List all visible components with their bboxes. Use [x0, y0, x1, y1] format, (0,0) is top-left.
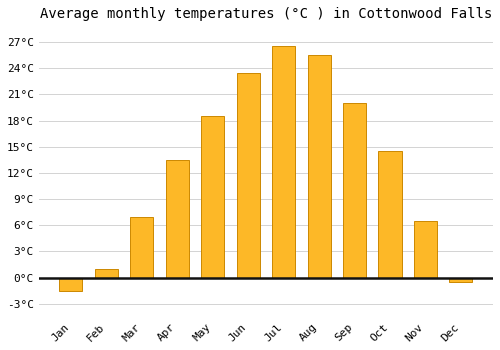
Bar [414, 221, 437, 278]
Bar [60, 278, 82, 290]
Bar [378, 151, 402, 278]
Bar [130, 217, 154, 278]
Bar [272, 47, 295, 278]
Bar [95, 269, 118, 278]
Bar [236, 73, 260, 278]
Bar [343, 103, 366, 278]
Bar [201, 116, 224, 278]
Bar [450, 278, 472, 282]
Bar [308, 55, 330, 278]
Bar [166, 160, 189, 278]
Title: Average monthly temperatures (°C ) in Cottonwood Falls: Average monthly temperatures (°C ) in Co… [40, 7, 492, 21]
